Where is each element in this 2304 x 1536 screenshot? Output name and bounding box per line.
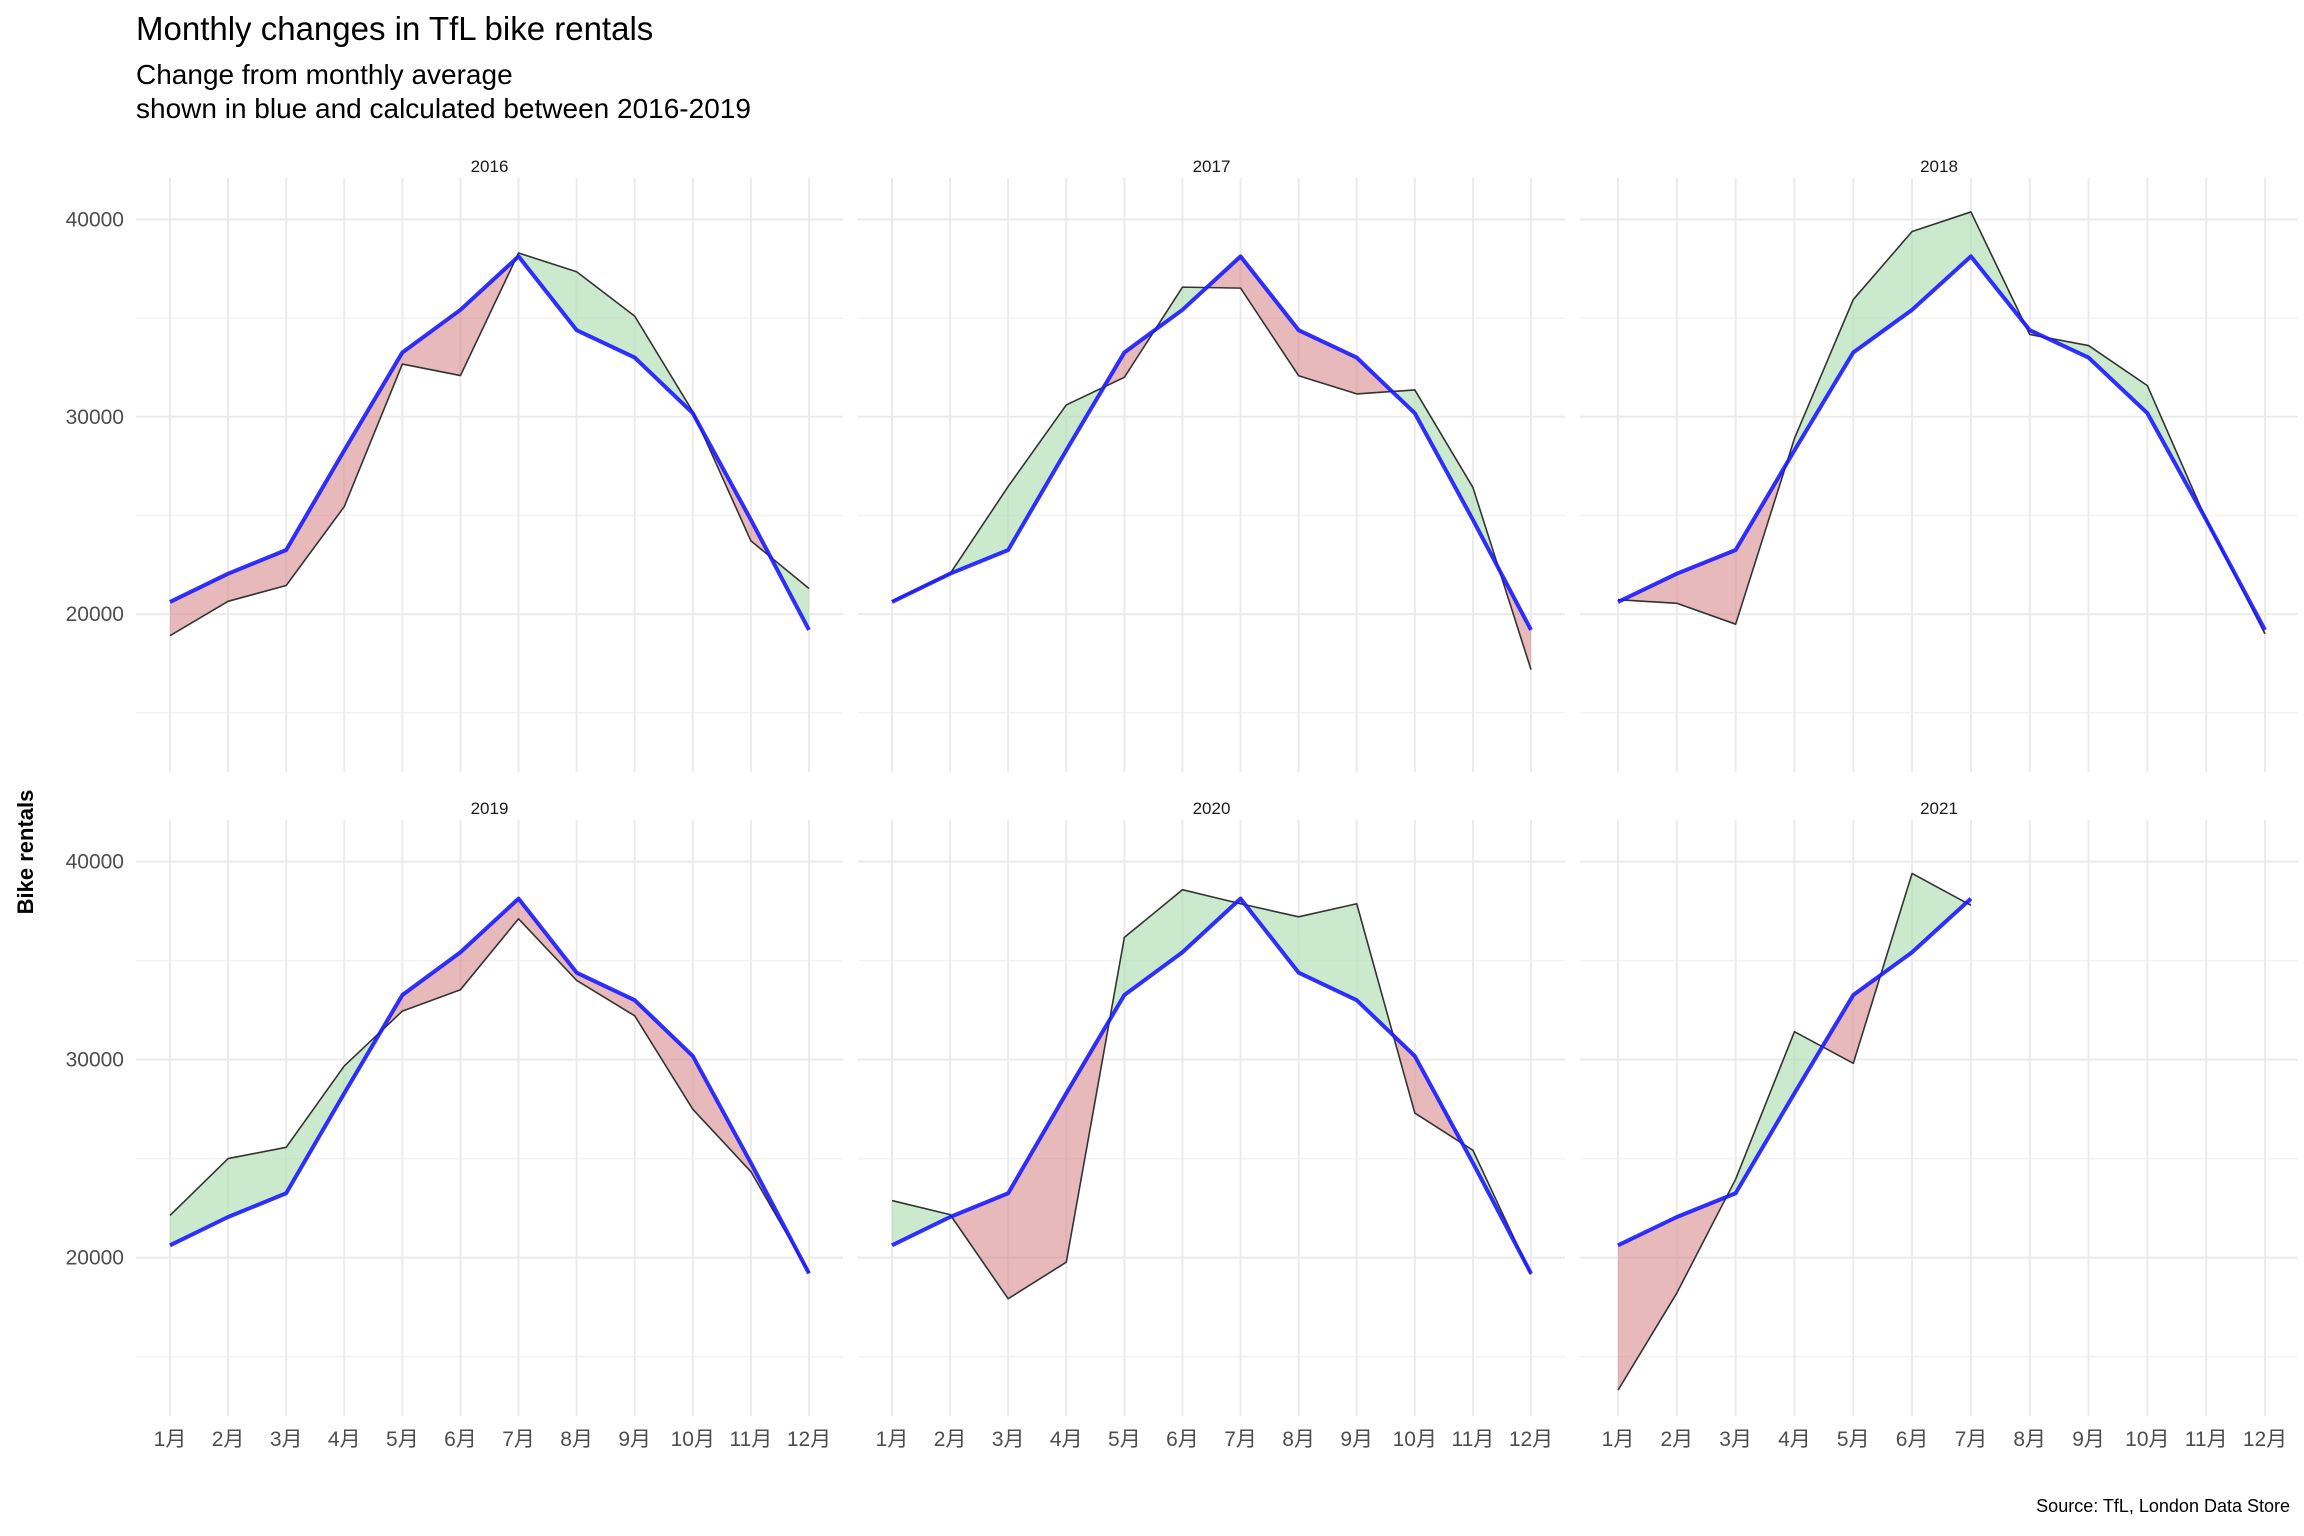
source-caption: Source: TfL, London Data Store — [2036, 1496, 2290, 1516]
above-average-ribbon — [1124, 889, 1183, 996]
x-tick-label: 7月 — [502, 1428, 535, 1451]
facet-panel-2021: 2021 1月 2月 3月 4月 5月 6月 7月 8月 9月 10月 11月 12月 — [1580, 799, 2298, 1451]
x-tick-label: 10月 — [671, 1428, 715, 1451]
below-average-ribbon — [951, 1193, 1009, 1299]
above-average-ribbon — [228, 1147, 287, 1218]
facet-strip-label: 2018 — [1920, 157, 1958, 176]
x-tick-label: 10月 — [2125, 1428, 2169, 1451]
below-average-ribbon — [1298, 330, 1357, 394]
chart-subtitle: Change from monthly average shown in blu… — [136, 59, 751, 124]
below-average-ribbon — [1618, 1217, 1677, 1391]
above-average-ribbon — [1414, 389, 1473, 520]
x-tick-label: 3月 — [1719, 1428, 1752, 1451]
monthly-average-line — [891, 896, 1533, 1275]
x-tick-label: 2月 — [934, 1428, 967, 1451]
x-tick-label: 12月 — [787, 1428, 831, 1451]
x-tick-label: 11月 — [730, 1428, 773, 1451]
above-average-ribbon — [2088, 345, 2148, 414]
y-tick-label: 30000 — [66, 1049, 124, 1072]
facet-strip-label: 2016 — [471, 157, 509, 176]
x-tick-label: 7月 — [1955, 1428, 1988, 1451]
chart-title: Monthly changes in TfL bike rentals — [136, 10, 654, 47]
below-average-ribbon — [576, 972, 635, 1016]
facet-panel-2020: 2020 1月 2月 3月 4月 5月 6月 7月 8月 9月 10月 11月 12月 — [858, 799, 1565, 1451]
facet-strip-label: 2019 — [471, 799, 509, 818]
below-average-ribbon — [1240, 256, 1299, 376]
facet-panel-2017: 2017 — [858, 157, 1565, 772]
x-tick-label: 9月 — [618, 1428, 651, 1451]
y-tick-label: 40000 — [66, 208, 124, 231]
below-average-ribbon — [634, 1000, 693, 1110]
above-average-ribbon — [1182, 889, 1237, 953]
facet-panel-2018: 2018 — [1580, 157, 2298, 772]
x-tick-label: 9月 — [2072, 1428, 2105, 1451]
monthly-average-line — [169, 896, 811, 1275]
x-tick-label: 8月 — [1282, 1428, 1315, 1451]
actual-rentals-line — [1617, 211, 2266, 635]
x-tick-label: 1月 — [154, 1428, 187, 1451]
below-average-ribbon — [228, 549, 287, 602]
x-tick-label: 11月 — [2185, 1428, 2228, 1451]
x-tick-label: 4月 — [328, 1428, 361, 1451]
y-tick-label: 40000 — [66, 851, 124, 874]
x-tick-label: 4月 — [1050, 1428, 1083, 1451]
below-average-ribbon — [170, 573, 229, 636]
x-tick-label: 6月 — [1896, 1428, 1929, 1451]
below-average-ribbon — [1008, 1093, 1067, 1299]
above-average-ribbon — [1912, 873, 1967, 953]
x-tick-label: 10月 — [1393, 1428, 1437, 1451]
x-tick-label: 1月 — [1602, 1428, 1635, 1451]
above-average-ribbon — [1853, 231, 1913, 353]
actual-rentals-line — [891, 888, 1532, 1300]
y-tick-label: 20000 — [66, 603, 124, 626]
x-tick-label: 7月 — [1224, 1428, 1257, 1451]
actual-rentals-line — [891, 286, 1532, 670]
x-tick-label: 4月 — [1778, 1428, 1811, 1451]
x-tick-label: 5月 — [1837, 1428, 1870, 1451]
above-average-ribbon — [286, 1065, 345, 1194]
x-tick-label: 6月 — [444, 1428, 477, 1451]
x-tick-label: 3月 — [270, 1428, 303, 1451]
x-tick-label: 8月 — [560, 1428, 593, 1451]
x-tick-label: 11月 — [1452, 1428, 1495, 1451]
x-tick-label: 12月 — [1509, 1428, 1553, 1451]
actual-rentals-line — [1617, 872, 1972, 1391]
y-tick-label: 30000 — [66, 406, 124, 429]
facet-strip-label: 2021 — [1920, 799, 1958, 818]
facet-panel-2016: 2016 20000 30000 40000 — [66, 157, 843, 772]
monthly-average-line — [1617, 254, 2267, 631]
above-average-ribbon — [1735, 1031, 1795, 1194]
actual-rentals-line — [169, 918, 810, 1273]
x-tick-label: 1月 — [876, 1428, 909, 1451]
x-tick-label: 5月 — [386, 1428, 419, 1451]
above-average-ribbon — [1008, 404, 1067, 550]
below-average-ribbon — [344, 352, 403, 507]
x-tick-label: 2月 — [212, 1428, 245, 1451]
above-average-ribbon — [1298, 903, 1357, 1001]
below-average-ribbon — [402, 309, 461, 376]
above-average-ribbon — [1912, 211, 1971, 310]
monthly-average-line — [169, 254, 811, 631]
below-average-ribbon — [402, 952, 461, 1012]
facet-strip-label: 2017 — [1193, 157, 1231, 176]
below-average-ribbon — [286, 450, 345, 586]
facet-strip-label: 2020 — [1193, 799, 1231, 818]
x-tick-label: 8月 — [2013, 1428, 2046, 1451]
above-average-ribbon — [1794, 299, 1854, 451]
x-tick-label: 12月 — [2243, 1428, 2287, 1451]
monthly-average-line — [1617, 897, 1973, 1248]
facet-panel-2019: 2019 20000 30000 40000 1月 2月 3月 4月 5月 6月 7月 8月 9月 10月… — [66, 799, 843, 1451]
x-tick-label: 6月 — [1166, 1428, 1199, 1451]
x-tick-label: 9月 — [1340, 1428, 1373, 1451]
below-average-ribbon — [1822, 995, 1854, 1064]
monthly-average-line — [891, 254, 1533, 631]
y-tick-label: 20000 — [66, 1247, 124, 1270]
x-tick-label: 2月 — [1660, 1428, 1693, 1451]
x-tick-label: 5月 — [1108, 1428, 1141, 1451]
x-tick-label: 3月 — [992, 1428, 1025, 1451]
below-average-ribbon — [460, 898, 519, 990]
